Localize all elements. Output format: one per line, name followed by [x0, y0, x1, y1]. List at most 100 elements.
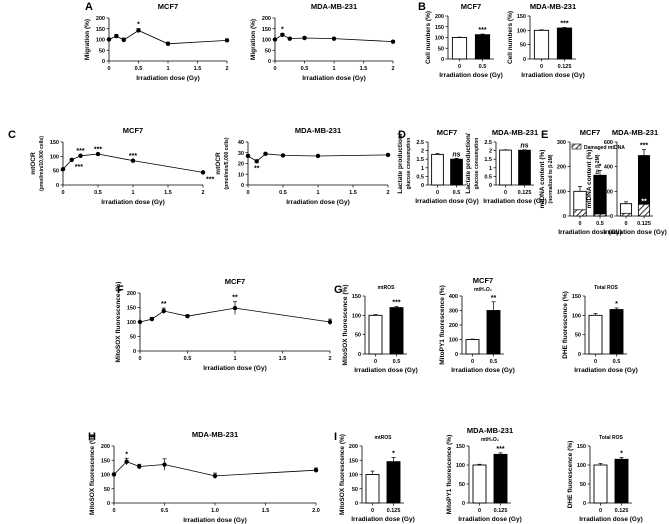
- y-tick-label: 100: [435, 36, 444, 42]
- chart-g2: 0 100 200 300 400 0 0.5 ** Irradiation dose (Gy)…: [439, 276, 515, 374]
- y-tick-label: 0: [583, 501, 586, 507]
- y-tick-label: 150: [352, 294, 361, 300]
- x-tick-label: 0: [371, 508, 374, 514]
- x-axis-title: Irradiation dose (Gy): [136, 75, 200, 82]
- chart-f: F 0 50 100 150 200 0 0.5 1 1.5 2 Irradiation dose (…: [115, 277, 333, 372]
- y-tick-label: 150: [101, 458, 110, 464]
- data-point: [106, 37, 112, 42]
- data-point: [149, 316, 155, 322]
- x-tick-label: 1.5: [349, 190, 357, 196]
- x-axis-title: Irradiation dose (Gy): [458, 516, 522, 523]
- x-tick-label: 0.125: [518, 190, 532, 196]
- x-tick-label: 0.5: [596, 221, 604, 227]
- x-tick-label: 1.5: [262, 508, 270, 514]
- y-tick-label: 100: [557, 189, 566, 195]
- bar: [518, 149, 531, 186]
- x-tick-label: 0: [471, 359, 474, 365]
- x-tick-label: 2: [201, 190, 204, 196]
- y-axis-title: MitoSOX fluorescence (%): [342, 285, 349, 366]
- data-point: [165, 41, 171, 46]
- y-axis-title: MitoSOX fluorescence (%): [89, 434, 96, 515]
- y-tick-label: 150: [577, 444, 586, 450]
- x-tick-label: 1: [316, 190, 319, 196]
- y-axis-title: Cell numbers (%): [425, 11, 432, 64]
- y-tick-label: 150: [456, 444, 465, 450]
- y-tick-label: 0: [610, 214, 613, 220]
- x-tick-label: 0: [540, 64, 543, 70]
- y-tick-label: 2: [421, 149, 424, 155]
- data-point: [232, 305, 238, 311]
- y-tick-label: 400: [449, 294, 458, 300]
- panel-letter: B: [418, 1, 426, 13]
- chart-b2: 0 50 100 150 0 0.125 *** Irradiation dose (Gy) C…: [507, 2, 585, 79]
- x-axis-title: Irradiation dose (Gy): [439, 72, 503, 79]
- chart-title: Total ROS: [594, 285, 618, 291]
- x-tick-label: 0.5: [279, 190, 287, 196]
- x-tick-label: 0.5: [161, 508, 169, 514]
- y-axis-title: MitoSOX fluorescence (%): [339, 434, 346, 515]
- data-point: [263, 151, 268, 157]
- data-point: [162, 462, 167, 467]
- significance-label: *: [137, 22, 140, 29]
- x-tick-label: 0: [374, 359, 377, 365]
- y-tick-label: 150: [517, 14, 526, 20]
- y-tick-label: 0: [133, 349, 136, 355]
- y-tick-label: 0: [563, 214, 566, 220]
- x-axis-title: Irradiation dose (Gy): [451, 367, 515, 374]
- y-tick-label: 0: [462, 501, 465, 507]
- y-tick-label: 50: [104, 487, 110, 493]
- x-tick-label: 0: [61, 190, 64, 196]
- legend-label: Damaged mtDNA: [584, 145, 625, 151]
- y-tick-label: 100: [96, 38, 105, 44]
- y-tick-label: 200: [449, 323, 458, 329]
- y-axis-title: Migration (%): [84, 19, 91, 60]
- y-tick-label: 100: [572, 313, 581, 319]
- y-tick-label: 0: [268, 59, 271, 65]
- chart-c2: 0 10 20 30 40 0 0.5 1 1.5 2 Irradiation dose (Gy) m…: [215, 126, 391, 206]
- panel-letter: D: [398, 129, 406, 141]
- y-tick-label: 200: [262, 16, 271, 22]
- x-tick-label: 0: [478, 508, 481, 514]
- y-tick-label: 50: [459, 482, 465, 488]
- data-point: [390, 39, 396, 44]
- y-tick-label: 150: [50, 140, 59, 146]
- x-tick-label: 0.125: [637, 221, 651, 227]
- y-tick-label: 100: [456, 463, 465, 469]
- x-tick-label: 1: [332, 66, 335, 72]
- x-tick-label: 1.5: [164, 190, 172, 196]
- data-point: [327, 319, 333, 325]
- bar: [499, 149, 512, 186]
- data-point: [78, 153, 83, 158]
- bar: [465, 339, 480, 355]
- chart-c1: C 0 50 100 150 0 0.5 1 1.5 2 Irradiation dose (Gy)…: [8, 126, 214, 206]
- y-tick-label: 150: [127, 306, 136, 312]
- panel-letter: H: [88, 431, 96, 443]
- x-axis-title: Irradiation dose (Gy): [302, 75, 366, 82]
- significance-label: ***: [560, 20, 568, 27]
- significance-label: ***: [392, 299, 400, 306]
- bar: [614, 458, 629, 504]
- y-tick-label: 400: [604, 165, 613, 171]
- damaged-mtdna-bar: [638, 203, 650, 217]
- y-tick-label: 200: [96, 16, 105, 22]
- data-point: [302, 35, 307, 41]
- bar: [451, 37, 468, 60]
- significance-label: ***: [496, 446, 504, 453]
- x-tick-label: 0.125: [615, 508, 629, 514]
- bar: [588, 314, 603, 355]
- y-tick-label: 50: [130, 335, 136, 341]
- y-tick-label: 2.5: [484, 140, 492, 146]
- y-tick-label: 0: [102, 59, 105, 65]
- y-tick-label: 50: [265, 48, 271, 54]
- data-point: [313, 468, 319, 473]
- y-axis-title: MitoPY1 fluorescence (%): [446, 435, 453, 514]
- legend-swatch: [571, 143, 582, 150]
- y-tick-label: 50: [520, 43, 526, 49]
- y-tick-label: 150: [435, 25, 444, 31]
- chart-title: MDA-MB-231: [295, 126, 341, 135]
- x-tick-label: 2: [328, 356, 331, 362]
- significance-label: ***: [75, 164, 83, 171]
- x-tick-label: 0: [138, 356, 141, 362]
- chart-a2: 0 50 100 150 200 0 0.5 1 1.5 2 Irradiation dose (G…: [250, 2, 396, 82]
- x-axis-title: Irradiation dose (Gy): [183, 517, 247, 524]
